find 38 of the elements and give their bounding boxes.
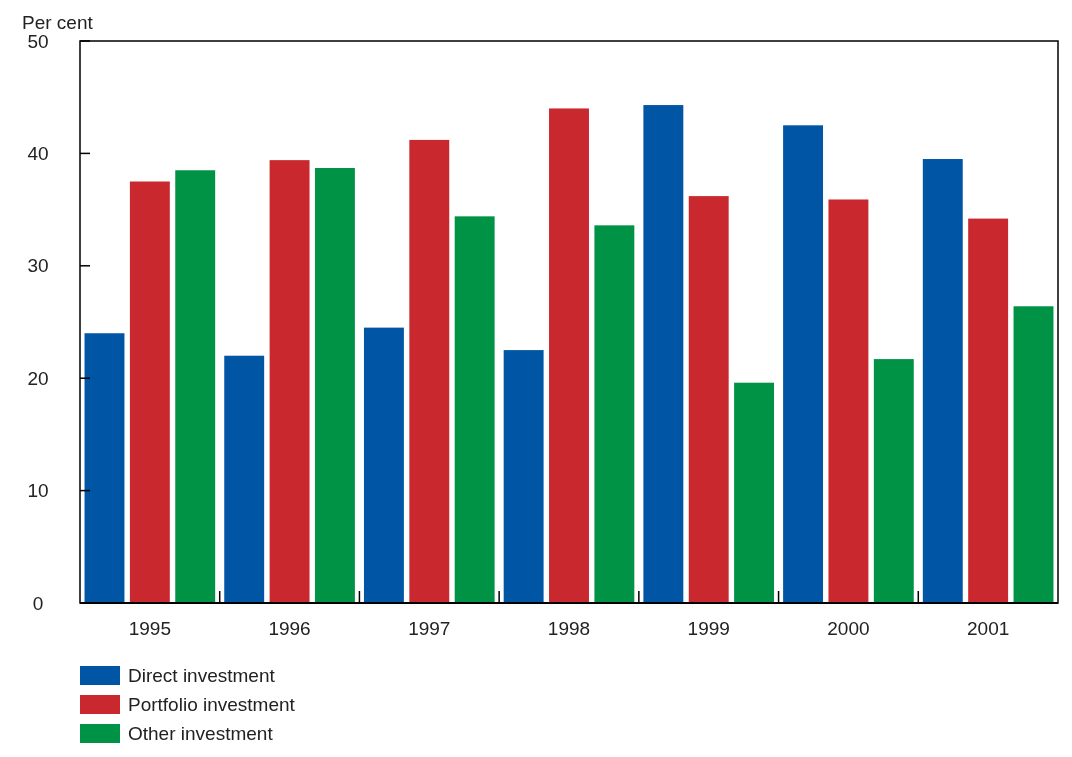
bar xyxy=(594,225,635,603)
bar xyxy=(828,199,869,603)
y-tick-label: 10 xyxy=(27,480,49,502)
bar xyxy=(873,359,914,603)
bar xyxy=(129,181,170,603)
x-tick-label: 2000 xyxy=(827,618,870,639)
bar xyxy=(314,168,355,603)
x-tick-label: 2001 xyxy=(967,618,1010,639)
bar xyxy=(454,216,495,603)
bar xyxy=(922,159,963,603)
bar xyxy=(549,108,589,603)
x-tick-label: 1997 xyxy=(408,618,451,639)
bar xyxy=(175,170,216,603)
bar xyxy=(84,333,125,603)
bar xyxy=(224,355,265,603)
y-axis-title: Per cent xyxy=(22,12,94,33)
x-tick-label: 1998 xyxy=(547,618,591,639)
legend-label: Portfolio investment xyxy=(128,693,296,715)
bar xyxy=(734,382,775,603)
x-tick-label: 1999 xyxy=(687,618,730,639)
bar xyxy=(1013,306,1054,603)
bar xyxy=(968,218,1009,603)
legend-label: Direct investment xyxy=(128,664,276,686)
y-tick-label: 0 xyxy=(32,592,44,614)
x-tick-label: 1996 xyxy=(268,618,311,639)
y-tick-label: 20 xyxy=(27,367,49,389)
bar xyxy=(269,160,310,603)
y-tick-label: 50 xyxy=(27,30,49,52)
bar xyxy=(409,139,450,603)
bar xyxy=(688,196,729,603)
bar xyxy=(363,327,404,603)
bar xyxy=(643,105,684,603)
bar xyxy=(783,125,824,603)
y-tick-label: 30 xyxy=(27,255,49,277)
legend-label: Other investment xyxy=(128,722,274,744)
bar xyxy=(503,350,544,603)
y-tick-label: 40 xyxy=(27,143,49,165)
x-tick-label: 1995 xyxy=(128,618,171,639)
